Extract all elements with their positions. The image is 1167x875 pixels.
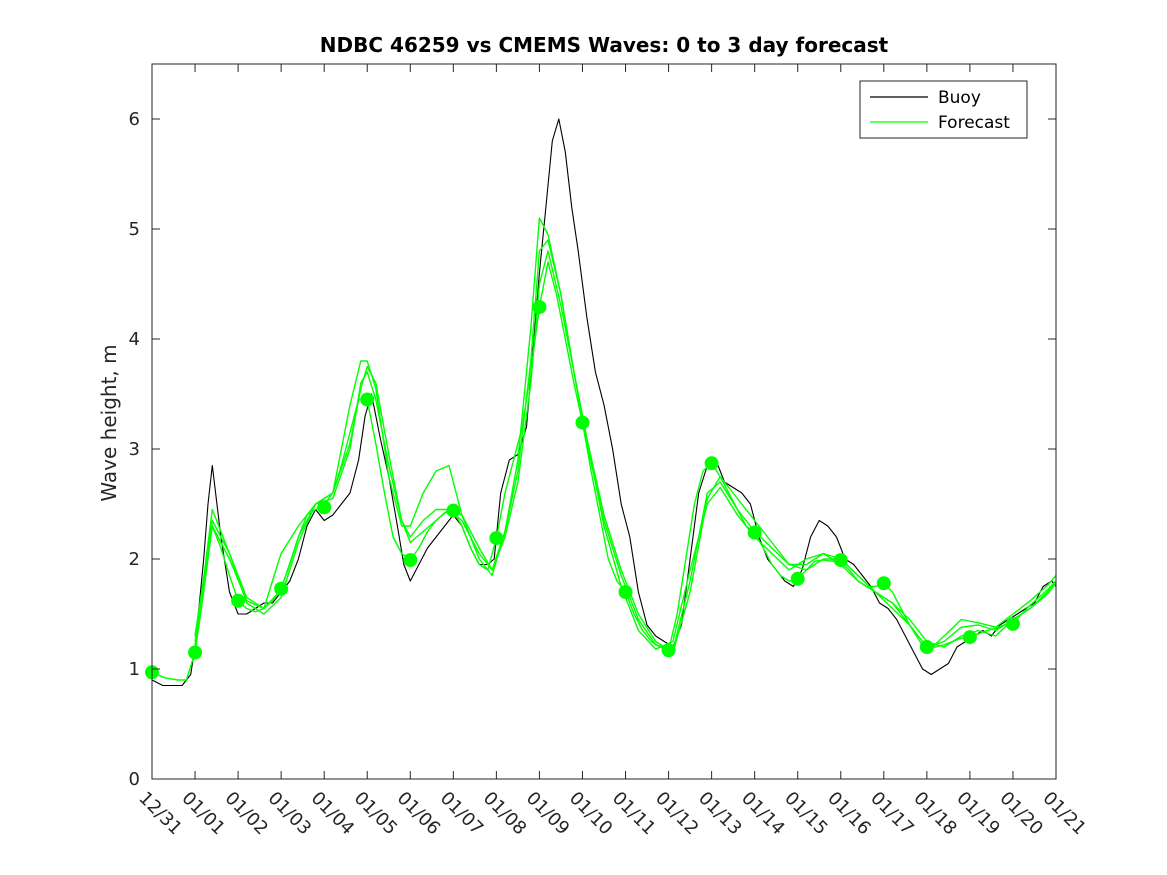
y-tick-label: 1 (129, 659, 140, 680)
x-tick-label: 01/20 (995, 788, 1047, 840)
forecast-marker (274, 581, 289, 596)
x-tick-label: 01/19 (952, 788, 1004, 840)
y-tick-label: 3 (129, 439, 140, 460)
y-tick-label: 4 (129, 329, 140, 350)
forecast-marker (188, 645, 203, 660)
x-tick-label: 01/01 (178, 788, 230, 840)
forecast-series-line-0 (151, 261, 1057, 681)
x-tick-label: 01/11 (608, 788, 660, 840)
buoy-series-line (151, 118, 1057, 687)
legend-forecast-label: Forecast (938, 113, 1010, 133)
y-axis: 0 1 2 3 4 5 6 (129, 109, 1056, 790)
y-tick-label: 6 (129, 109, 140, 130)
series-layer (151, 118, 1057, 687)
x-tick-label: 01/03 (264, 788, 316, 840)
forecast-marker (919, 640, 934, 654)
forecast-marker (489, 531, 504, 546)
y-axis-label: Wave height, m (97, 344, 121, 501)
y-tick-label: 2 (129, 549, 140, 570)
x-tick-label: 01/10 (565, 788, 617, 840)
x-tick-label: 12/31 (134, 788, 186, 840)
y-tick-label: 5 (129, 219, 140, 240)
forecast-marker (317, 500, 332, 515)
legend-buoy-label: Buoy (938, 88, 981, 108)
forecast-marker (747, 525, 762, 540)
x-tick-label: 01/15 (780, 788, 832, 840)
forecast-marker (446, 503, 461, 518)
forecast-marker (618, 585, 633, 599)
x-tick-label: 01/09 (522, 788, 574, 840)
forecast-series-line-3 (194, 217, 1057, 654)
forecast-marker (1005, 616, 1020, 631)
x-tick-label: 01/02 (221, 788, 273, 840)
x-tick-label: 01/18 (909, 788, 961, 840)
forecast-marker (790, 571, 805, 586)
x-tick-label: 01/16 (823, 788, 875, 840)
forecast-marker (231, 593, 246, 608)
x-tick-label: 01/17 (866, 788, 918, 840)
x-tick-label: 01/04 (307, 788, 359, 840)
forecast-marker (704, 456, 719, 471)
forecast-marker (403, 553, 418, 568)
forecast-marker (876, 576, 891, 591)
x-tick-label: 01/12 (651, 788, 703, 840)
x-tick-label: 01/14 (737, 788, 789, 840)
chart-title: NDBC 46259 vs CMEMS Waves: 0 to 3 day fo… (320, 33, 889, 57)
forecast-marker (575, 415, 590, 430)
forecast-marker (532, 300, 547, 315)
plot-frame (151, 63, 1057, 780)
legend-box (859, 80, 1028, 139)
forecast-marker (962, 630, 977, 645)
plot-area (152, 64, 1056, 779)
y-tick-label: 0 (129, 769, 140, 790)
legend: Buoy Forecast (859, 80, 1028, 139)
forecast-marker (360, 392, 375, 407)
x-tick-label: 01/05 (350, 788, 402, 840)
x-tick-label: 01/06 (393, 788, 445, 840)
x-tick-label: 01/21 (1038, 788, 1090, 840)
x-tick-label: 01/07 (436, 788, 488, 840)
forecast-marker (661, 643, 676, 658)
forecast-marker (833, 553, 848, 568)
x-tick-label: 01/13 (694, 788, 746, 840)
x-tick-label: 01/08 (479, 788, 531, 840)
